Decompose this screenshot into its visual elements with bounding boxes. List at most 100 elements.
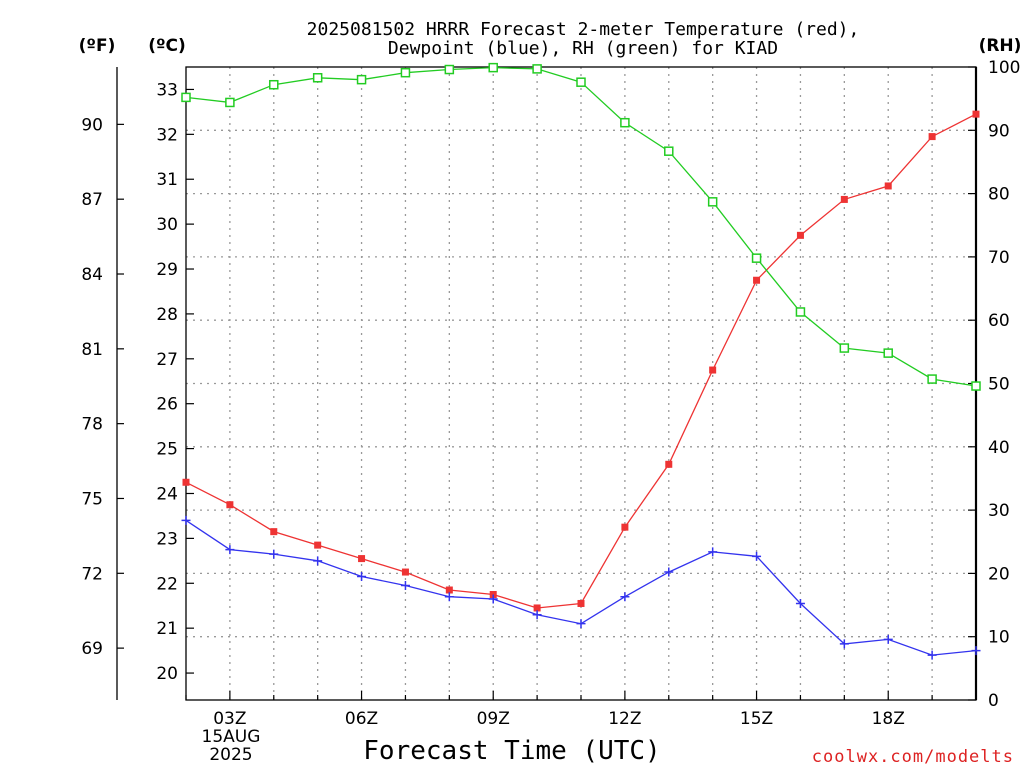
dewpoint-point [313,556,323,566]
axes-layer: 20 21 22 23 24 25 26 27 28 29 30 31 32 33 69 72 75 78 81 84… [81,58,1020,729]
dewpoint-point [181,515,191,525]
2-meter-temperature-point [533,604,541,612]
dewpoint-point [664,567,674,577]
2-meter-temperature-point [621,523,629,531]
fahrenheit-tick-label: 75 [81,489,103,509]
rh-point [225,97,235,108]
date-label-day: 15AUG [202,727,261,747]
celsius-tick-label: 27 [156,350,178,370]
celsius-tick-label: 30 [156,215,178,235]
dewpoint-point [400,581,410,591]
dewpoint-point [532,610,542,620]
rh-point [444,64,455,75]
rh-point [751,253,762,263]
x-axis-label: Forecast Time (UTC) [363,736,660,766]
dewpoint-point [620,592,630,602]
dewpoint-point [488,594,498,604]
dewpoint-point [576,619,586,629]
x-tick-label: 06Z [345,709,378,729]
dewpoint-point [357,572,367,582]
celsius-tick-label: 22 [156,574,178,594]
dewpoint-point [927,650,937,660]
rh-tick-label: 20 [988,564,1010,584]
x-tick-label: 18Z [872,709,905,729]
dewpoint-point [883,634,893,644]
rh-tick-label: 0 [988,691,999,711]
celsius-tick-label: 31 [156,170,178,190]
rh-point [707,197,718,207]
2-meter-temperature-point [314,541,322,549]
celsius-tick-label: 25 [156,440,178,460]
rh-tick-label: 50 [988,375,1010,395]
x-tick-label: 03Z [213,709,246,729]
rh-point [576,77,586,87]
chart-title-line1: 2025081502 HRRR Forecast 2-meter Tempera… [307,19,860,40]
rh-point [488,62,498,73]
grid-layer [186,67,976,700]
rh-point [181,92,191,103]
celsius-tick-label: 20 [156,664,178,684]
2-meter-temperature-point [665,460,673,468]
dewpoint-point [795,598,805,608]
2-meter-temperature-point [753,276,761,284]
rh-line [185,66,977,387]
2-meter-temperature-point [182,478,190,486]
chart-title-line2: Dewpoint (blue), RH (green) for KIAD [388,38,778,59]
fahrenheit-tick-label: 90 [81,115,103,135]
fahrenheit-tick-label: 69 [81,639,103,659]
celsius-tick-label: 28 [156,305,178,325]
fahrenheit-tick-label: 78 [81,415,103,435]
fahrenheit-tick-label: 81 [81,340,103,360]
2-meter-temperature-point [840,195,848,203]
rh-point [883,348,893,358]
x-tick-label: 15Z [740,709,773,729]
rh-point [620,117,630,128]
2-meter-temperature-point [796,231,804,239]
2-meter-temperature-point [577,599,585,607]
celsius-tick-label: 26 [156,395,178,415]
rh-point [312,73,323,83]
rh-point [400,67,411,78]
rh-point [356,74,367,85]
series-layer [181,62,981,660]
rh-unit-label: (RH) [979,36,1022,56]
dewpoint-point [444,592,454,602]
rh-tick-label: 10 [988,628,1010,648]
2-meter-temperature-point [709,366,717,374]
rh-point [795,307,806,317]
dewpoint-point [708,547,718,557]
rh-point [269,79,279,90]
fahrenheit-tick-label: 87 [81,190,103,210]
dewpoint-point [752,551,762,561]
2-meter-temperature-point [445,586,453,594]
celsius-unit-label: (ºC) [148,36,186,56]
rh-point [664,146,674,156]
dewpoint-point [971,646,981,656]
celsius-tick-label: 24 [156,484,178,504]
rh-tick-label: 90 [988,121,1010,141]
dewpoint-point [225,545,235,555]
rh-point [927,374,937,384]
rh-point [839,343,850,353]
rh-tick-label: 100 [988,58,1020,78]
rh-tick-label: 80 [988,185,1010,205]
2-meter-temperature-point [270,528,278,536]
2-meter-temperature-point [884,182,892,190]
celsius-tick-label: 21 [156,619,178,639]
rh-tick-label: 30 [988,501,1010,521]
celsius-tick-label: 29 [156,260,178,280]
2-meter-temperature-point [358,555,366,563]
x-tick-label: 09Z [477,709,510,729]
celsius-tick-label: 33 [156,80,178,100]
rh-point [532,64,542,74]
celsius-tick-label: 32 [156,125,178,145]
2-meter-temperature-point [928,133,936,141]
dewpoint-point [269,549,279,559]
rh-tick-label: 70 [988,248,1010,268]
2-meter-temperature-point [401,568,409,576]
2-meter-temperature-point [226,501,234,509]
rh-tick-label: 40 [988,438,1010,458]
fahrenheit-unit-label: (ºF) [79,36,116,56]
x-tick-label: 12Z [608,709,641,729]
